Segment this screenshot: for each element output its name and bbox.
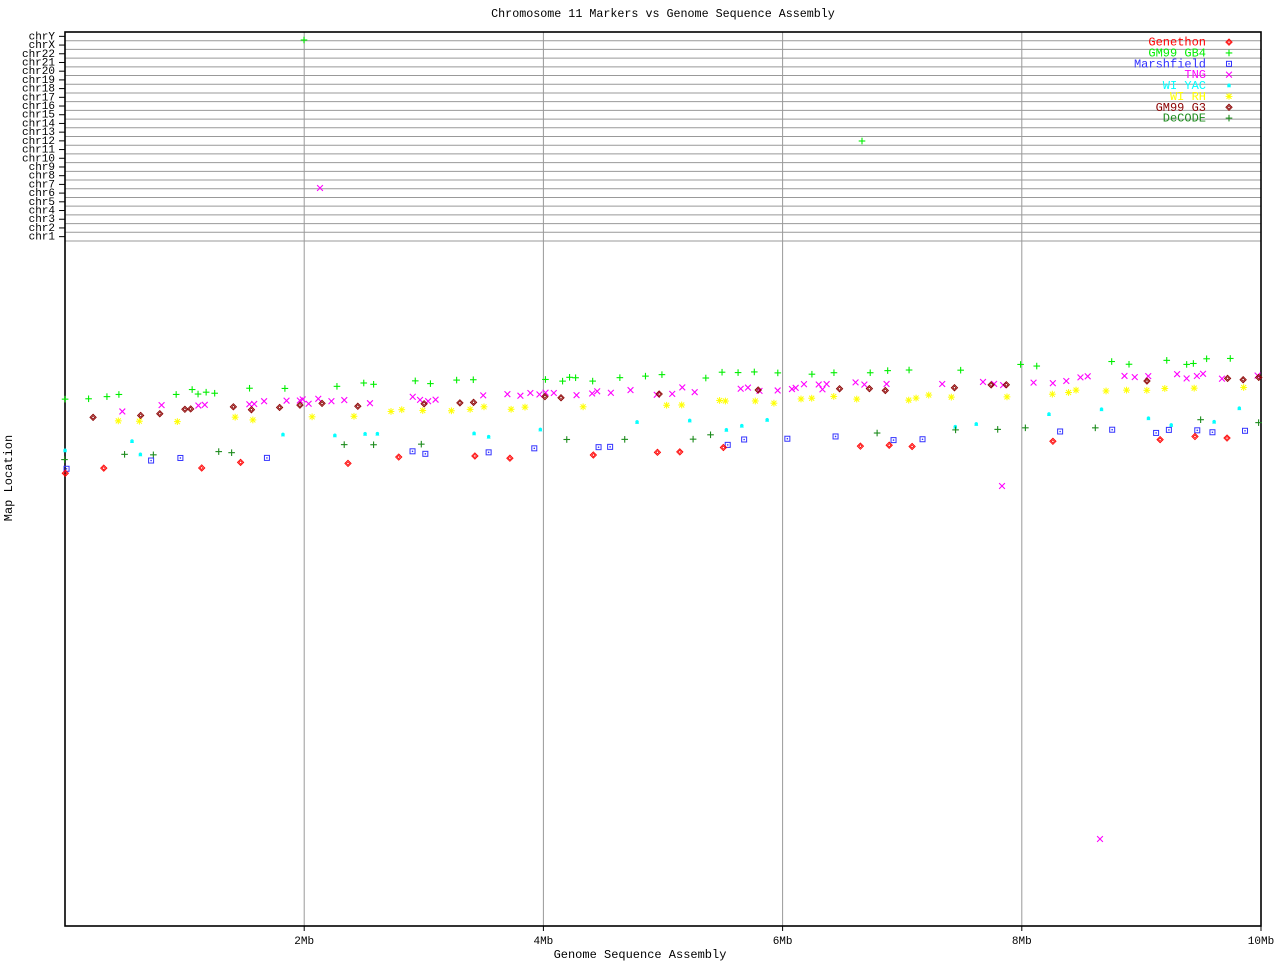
svg-text:10Mb: 10Mb [1248, 936, 1274, 948]
svg-text:4Mb: 4Mb [533, 936, 553, 948]
svg-text:chr1: chr1 [29, 232, 56, 244]
svg-text:DeCODE: DeCODE [1163, 112, 1206, 126]
svg-text:6Mb: 6Mb [773, 936, 793, 948]
svg-text:2Mb: 2Mb [294, 936, 314, 948]
svg-text:8Mb: 8Mb [1012, 936, 1032, 948]
